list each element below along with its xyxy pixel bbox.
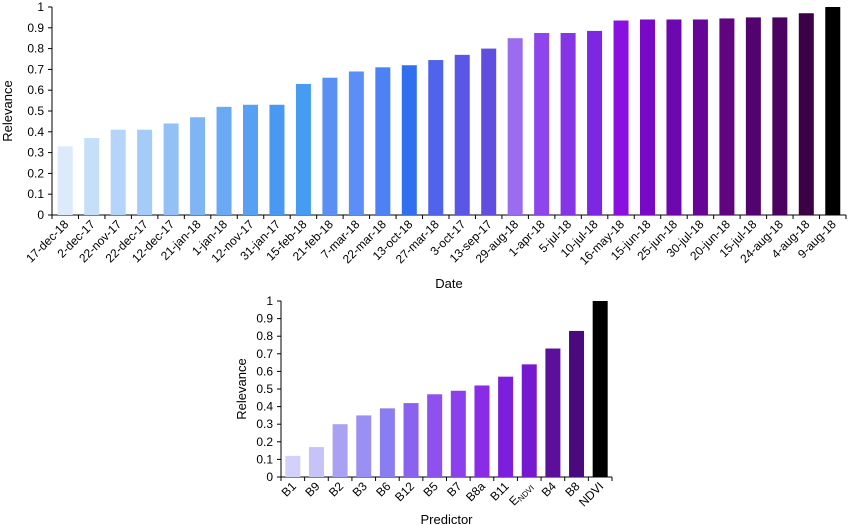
y-tick-label: 0.9 <box>27 21 44 35</box>
y-tick-label: 0.3 <box>256 417 273 431</box>
bar <box>308 447 324 477</box>
bar <box>534 33 550 215</box>
y-tick-label: 0.7 <box>256 347 273 361</box>
y-tick-label: 0.4 <box>256 400 273 414</box>
bar <box>825 7 841 215</box>
bar <box>798 13 814 215</box>
bar <box>348 71 364 215</box>
x-tick-label: B5 <box>421 479 442 500</box>
x-axis-title: Date <box>435 276 462 291</box>
y-tick-label: 1 <box>266 294 273 308</box>
bar <box>401 65 417 216</box>
bar <box>243 104 258 215</box>
bar <box>110 129 126 215</box>
bar <box>84 138 100 215</box>
x-tick-label: ENDVI <box>506 479 536 509</box>
bar <box>613 20 629 215</box>
bar <box>474 385 490 477</box>
chart-relevance-by-date: 00.10.20.30.40.50.60.70.80.9117-dec-182-… <box>0 0 847 291</box>
y-tick-label: 0.6 <box>256 364 273 378</box>
y-tick-label: 0.3 <box>27 146 44 160</box>
y-axis-title: Relevance <box>0 80 15 141</box>
bar <box>498 376 514 477</box>
bar <box>772 17 788 216</box>
bar <box>521 364 537 477</box>
bar <box>379 408 395 477</box>
x-tick-label: NDVI <box>576 479 606 509</box>
bar <box>375 67 391 215</box>
bar <box>587 30 603 216</box>
y-tick-label: 0.1 <box>256 452 273 466</box>
bar <box>666 19 682 216</box>
y-tick-label: 0.9 <box>256 312 273 326</box>
bar <box>428 60 444 215</box>
bar <box>356 415 372 477</box>
x-tick-label: B1 <box>279 479 300 500</box>
bar <box>285 455 301 477</box>
bar <box>137 129 153 215</box>
bar <box>569 330 585 477</box>
y-tick-label: 0 <box>266 470 273 484</box>
bar <box>545 348 561 477</box>
bar <box>269 104 285 215</box>
y-tick-label: 0.6 <box>27 83 44 97</box>
y-tick-label: 1 <box>37 0 44 14</box>
y-tick-label: 0.8 <box>27 42 44 56</box>
bar <box>692 19 708 216</box>
bar <box>454 54 470 216</box>
y-tick-label: 0.5 <box>27 104 44 118</box>
bar <box>427 394 443 477</box>
x-tick-label: B6 <box>373 479 394 500</box>
y-tick-label: 0.2 <box>27 166 44 180</box>
bar <box>640 19 655 216</box>
y-axis-title: Relevance <box>234 358 249 419</box>
bar <box>450 390 466 477</box>
bar <box>332 424 348 477</box>
y-tick-label: 0.2 <box>256 435 273 449</box>
bar <box>560 33 576 215</box>
bar <box>57 146 73 215</box>
x-tick-label: B9 <box>302 479 323 500</box>
x-tick-label: B2 <box>326 479 347 500</box>
x-tick-label: B7 <box>444 479 465 500</box>
bar <box>719 18 735 215</box>
bar <box>295 83 311 216</box>
x-tick-label: B8a <box>463 479 488 504</box>
x-tick-label: B4 <box>539 479 560 500</box>
y-tick-label: 0.4 <box>27 125 44 139</box>
y-tick-label: 0.5 <box>256 382 273 396</box>
bar <box>190 117 206 215</box>
bar <box>481 48 497 215</box>
bar <box>322 77 338 215</box>
y-tick-label: 0.1 <box>27 187 44 201</box>
x-tick-label: B3 <box>350 479 371 500</box>
bar <box>403 403 419 477</box>
x-tick-label: B12 <box>392 479 417 504</box>
x-axis-title: Predictor <box>420 512 473 525</box>
bar <box>163 123 179 215</box>
bar <box>745 17 761 216</box>
y-tick-label: 0.8 <box>256 329 273 343</box>
bar <box>216 106 232 215</box>
y-tick-label: 0.7 <box>27 62 44 76</box>
y-tick-label: 0 <box>37 208 44 222</box>
bar <box>507 38 523 216</box>
bar <box>592 301 608 477</box>
